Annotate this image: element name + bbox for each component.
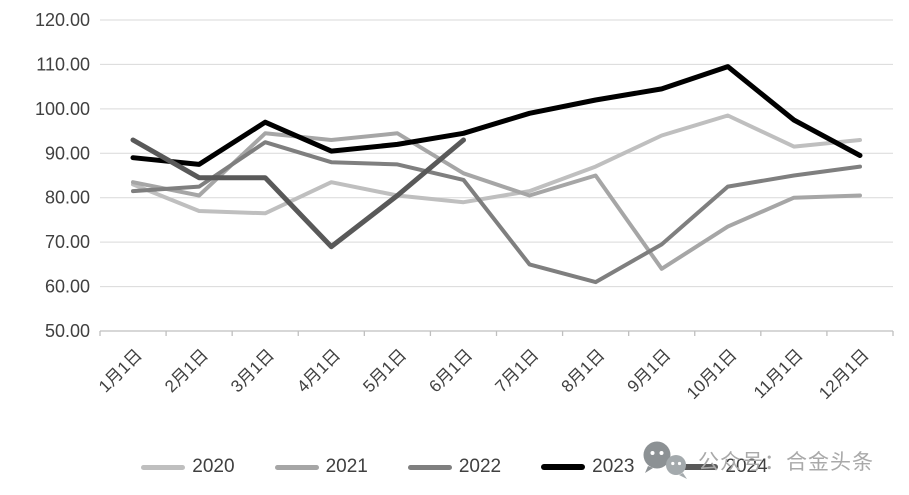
x-tick-label-4月1日: 4月1日 (293, 345, 344, 396)
x-tick-label-5月1日: 5月1日 (359, 345, 410, 396)
y-tick-label-80.00: 80.00 (45, 188, 90, 208)
line-chart: 50.00 60.00 70.00 80.00 90.00 100.00 110.00 120… (35, 10, 894, 403)
series-line-2020 (131, 113, 862, 216)
series-line-2023 (130, 64, 863, 167)
y-tick-label-120.00: 120.00 (35, 10, 90, 30)
y-tick-label-50.00: 50.00 (45, 321, 90, 341)
legend-swatch-2023 (541, 464, 586, 470)
legend-swatch-2021 (274, 464, 319, 470)
y-tick-label-70.00: 70.00 (45, 232, 90, 252)
legend-label-2024: 2024 (725, 456, 768, 477)
legend-item-2022: 2022 (407, 456, 502, 478)
legend-swatch-2024 (674, 464, 719, 470)
legend-label-2020: 2020 (192, 456, 235, 477)
legend-item-2020: 2020 (141, 456, 235, 478)
legend-item-2024: 2024 (674, 456, 768, 478)
series-line-2022 (131, 140, 862, 285)
x-tick-label-2月1日: 2月1日 (161, 345, 212, 396)
x-tick-label-8月1日: 8月1日 (558, 345, 609, 396)
legend-label-2021: 2021 (325, 456, 368, 477)
x-tick-label-3月1日: 3月1日 (227, 345, 278, 396)
legend-label-2022: 2022 (458, 456, 502, 477)
x-tick-label-11月1日: 11月1日 (750, 345, 807, 402)
y-tick-label-110.00: 110.00 (36, 54, 90, 74)
y-tick-label-100.00: 100.00 (35, 99, 90, 119)
legend-swatch-2020 (141, 464, 186, 470)
series-line-2024 (130, 137, 466, 250)
y-tick-label-90.00: 90.00 (45, 143, 90, 163)
x-tick-label-6月1日: 6月1日 (425, 345, 476, 396)
legend-swatch-2022 (407, 464, 452, 470)
legend-item-2023: 2023 (541, 456, 634, 478)
x-tick-label-7月1日: 7月1日 (492, 345, 543, 396)
x-tick-label-10月1日: 10月1日 (683, 345, 741, 403)
chart-legend: 2020 2021 2022 2023 2024 (0, 456, 909, 478)
y-tick-label-60.00: 60.00 (45, 277, 90, 297)
x-tick-label-12月1日: 12月1日 (815, 345, 873, 403)
legend-item-2021: 2021 (274, 456, 368, 478)
series-line-2021 (131, 131, 862, 271)
legend-label-2023: 2023 (592, 456, 635, 477)
x-tick-label-1月1日: 1月1日 (95, 345, 146, 396)
x-tick-label-9月1日: 9月1日 (624, 345, 675, 396)
